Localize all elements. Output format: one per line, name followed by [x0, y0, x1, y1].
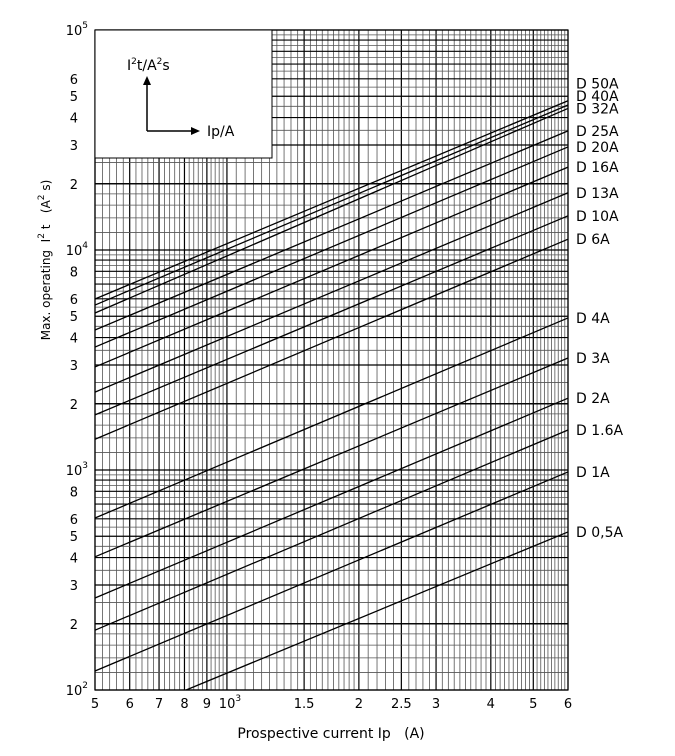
series-line: [94, 357, 569, 558]
x-tick-label: 1.5: [294, 697, 315, 712]
x-axis-label: Prospective current Ip (A): [237, 726, 424, 742]
x-tick-label: 2.5: [391, 697, 412, 712]
series-line: [94, 166, 569, 368]
x-tick-label: 9: [203, 697, 211, 712]
y-tick-label: 5: [70, 310, 78, 325]
series-label: D 4A: [576, 311, 610, 327]
series-line: [94, 130, 569, 331]
y-tick-label: 105: [66, 21, 88, 39]
series-label: D 20A: [576, 140, 619, 156]
y-tick-label: 102: [66, 681, 88, 699]
series-label: D 1A: [576, 465, 610, 481]
legend-box-frame: [94, 29, 273, 159]
series-line: [94, 104, 569, 306]
arrow-up-icon: [143, 76, 151, 85]
y-tick-label: 2: [70, 618, 78, 633]
arrow-right-icon: [191, 127, 200, 135]
x-tick-label: 6: [126, 697, 134, 712]
series-label: D 10A: [576, 209, 619, 225]
y-tick-label: 8: [70, 265, 78, 280]
y-tick-label: 2: [70, 398, 78, 413]
y-tick-label: 3: [70, 139, 78, 154]
y-tick-label: 5: [70, 90, 78, 105]
series-line: [94, 100, 569, 300]
y-tick-label: 3: [70, 579, 78, 594]
plot-frame: [94, 29, 569, 691]
y-tick-label: 3: [70, 359, 78, 374]
series-line: [94, 192, 569, 393]
series-label: D 1.6A: [576, 423, 623, 439]
series-line: [94, 146, 569, 348]
series-lines: [94, 100, 569, 691]
y-tick-label: 4: [70, 332, 78, 347]
y-tick-label: 6: [70, 73, 78, 88]
series-label: D 50A: [576, 76, 619, 92]
series-line: [94, 397, 569, 599]
series-label: D 32A: [576, 101, 619, 117]
y-tick-label: 103: [66, 461, 88, 479]
y-tick-label: 104: [66, 241, 89, 259]
x-tick-labels: 5 6 7 8 9 103 1.5 2 2.5 3 4 5 6: [91, 694, 572, 712]
x-tick-label: 8: [180, 697, 188, 712]
y-tick-label: 6: [70, 513, 78, 528]
series-label: D 6A: [576, 232, 610, 248]
legend-box: I2t/A2s Ip/A: [94, 29, 273, 159]
series-line: [94, 215, 569, 416]
series-label: D 40A: [576, 89, 619, 105]
series-line: [94, 238, 569, 440]
x-tick-label: 7: [155, 697, 163, 712]
series-line: [94, 429, 569, 631]
x-tick-label: 6: [564, 697, 572, 712]
x-tick-label: 5: [91, 697, 99, 712]
series-label: D 13A: [576, 186, 619, 202]
legend-y-label: I2t/A2s: [127, 57, 170, 74]
series-label: D 3A: [576, 351, 610, 367]
y-tick-label: 4: [70, 112, 78, 127]
series-label: D 25A: [576, 124, 619, 140]
series-line: [94, 471, 569, 672]
series-label: D 0,5A: [576, 525, 623, 541]
series-labels: D 0,5A D 1A D 1.6A D 2A D 3A D 4A D 6A D 10A D 1…: [576, 76, 623, 540]
y-axis-label: Max. operating I2 t (A2 s): [37, 180, 53, 341]
y-tick-label: 4: [70, 552, 78, 567]
x-tick-label: 103: [219, 694, 241, 712]
series-line: [94, 317, 569, 519]
series-label: D 2A: [576, 391, 610, 407]
x-tick-label: 2: [355, 697, 363, 712]
y-tick-label: 6: [70, 293, 78, 308]
x-tick-label: 4: [487, 697, 495, 712]
legend-x-label: Ip/A: [207, 124, 235, 140]
series-line: [185, 531, 569, 691]
series-line: [94, 107, 569, 314]
y-tick-labels: 102 2 3 4 5 6 8 103 2 3 4 5 6 8 104 2 3 4 5 6 105: [66, 21, 89, 699]
series-label: D 16A: [576, 160, 619, 176]
y-tick-label: 5: [70, 530, 78, 545]
x-tick-label: 3: [432, 697, 440, 712]
x-tick-label: 5: [529, 697, 537, 712]
y-tick-label: 8: [70, 485, 78, 500]
y-tick-label: 2: [70, 178, 78, 193]
